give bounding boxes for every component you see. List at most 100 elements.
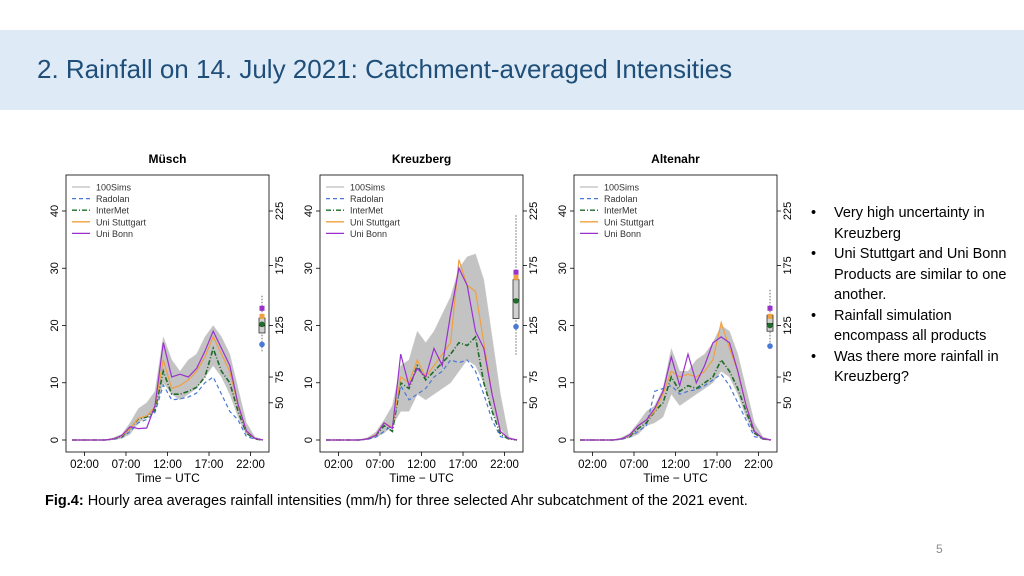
legend-label: Radolan bbox=[96, 194, 130, 204]
series-line-uni-bonn bbox=[326, 266, 518, 441]
legend-label: 100Sims bbox=[96, 183, 132, 193]
x-tick-label: 12:00 bbox=[661, 459, 690, 471]
x-tick-label: 07:00 bbox=[620, 459, 649, 471]
y2-tick-label: 125 bbox=[274, 316, 286, 334]
chart-title: Kreuzberg bbox=[392, 152, 451, 166]
bullet-item: • Uni Stuttgart and Uni Bonn Products are… bbox=[808, 244, 1008, 306]
marker-uni-stuttgart bbox=[513, 274, 519, 280]
y-tick-label: 30 bbox=[557, 262, 569, 274]
x-axis-label: Time − UTC bbox=[643, 471, 708, 485]
sims-band bbox=[72, 325, 264, 441]
y2-tick-label: 125 bbox=[782, 316, 794, 334]
bullet-text: Uni Stuttgart and Uni Bonn Products are … bbox=[834, 246, 1007, 303]
y-tick-label: 40 bbox=[49, 205, 61, 217]
chart-title: Altenahr bbox=[651, 152, 700, 166]
marker-uni-stuttgart bbox=[767, 313, 773, 319]
chart-altenahr: Altenahr 0 10 20 30 40 50 75 125 175 225 02:00 07:00… bbox=[557, 152, 794, 485]
legend-label: InterMet bbox=[350, 206, 384, 216]
y2-tick-label: 175 bbox=[782, 256, 794, 274]
y2-tick-label: 75 bbox=[782, 371, 794, 383]
marker-intermet bbox=[767, 322, 773, 329]
chart-musch: Müsch 0 10 20 30 40 50 75 125 175 225 02:00 07:00 12:… bbox=[49, 152, 286, 485]
legend-label: Uni Stuttgart bbox=[604, 217, 655, 227]
y2-tick-label: 225 bbox=[274, 202, 286, 220]
sims-band bbox=[326, 253, 518, 441]
x-tick-label: 02:00 bbox=[578, 459, 607, 471]
x-tick-label: 22:00 bbox=[490, 459, 519, 471]
marker-intermet bbox=[259, 321, 265, 328]
y-tick-label: 10 bbox=[49, 377, 61, 389]
y-tick-label: 40 bbox=[303, 205, 315, 217]
legend-label: Radolan bbox=[350, 194, 384, 204]
chart-title: Müsch bbox=[148, 152, 186, 166]
bullet-dot-icon: • bbox=[811, 246, 817, 262]
marker-uni-stuttgart bbox=[259, 313, 265, 319]
x-axis-label: Time − UTC bbox=[135, 471, 200, 485]
legend-label: 100Sims bbox=[604, 183, 640, 193]
legend-label: InterMet bbox=[96, 206, 130, 216]
bullet-dot-icon: • bbox=[811, 348, 817, 365]
marker-uni-bonn bbox=[767, 305, 773, 311]
series-line-uni-bonn bbox=[580, 336, 772, 441]
figure-panels: Müsch 0 10 20 30 40 50 75 125 175 225 02:00 07:00 12:… bbox=[36, 140, 806, 490]
y2-tick-label: 225 bbox=[782, 202, 794, 220]
bullet-text: Was there more rainfall in Kreuzberg? bbox=[834, 348, 999, 386]
marker-radolan bbox=[767, 343, 773, 349]
series-line-uni-bonn bbox=[72, 329, 264, 441]
y2-tick-label: 175 bbox=[528, 256, 540, 274]
y2-tick-label: 175 bbox=[274, 256, 286, 274]
legend-label: Uni Bonn bbox=[604, 229, 641, 239]
y-tick-label: 10 bbox=[557, 377, 569, 389]
legend-label: Uni Stuttgart bbox=[350, 217, 401, 227]
bullet-dot-icon: • bbox=[811, 205, 817, 221]
x-tick-label: 07:00 bbox=[112, 459, 141, 471]
slide-title: 2. Rainfall on 14. July 2021: Catchment-… bbox=[37, 54, 733, 84]
y-tick-label: 40 bbox=[557, 205, 569, 217]
legend-label: InterMet bbox=[604, 206, 638, 216]
y-tick-label: 20 bbox=[303, 319, 315, 331]
chart-kreuzberg: Kreuzberg 0 10 20 30 40 50 75 125 175 225 02:00 07:0… bbox=[303, 152, 540, 485]
legend-label: Uni Bonn bbox=[96, 229, 133, 239]
x-tick-label: 07:00 bbox=[366, 459, 395, 471]
title-bar bbox=[0, 30, 1024, 110]
y2-tick-label: 50 bbox=[528, 397, 540, 409]
y2-tick-label: 50 bbox=[782, 397, 794, 409]
y-tick-label: 10 bbox=[303, 377, 315, 389]
x-tick-label: 17:00 bbox=[449, 459, 478, 471]
bullet-item: • Very high uncertainty in Kreuzberg bbox=[808, 203, 1008, 244]
x-tick-label: 12:00 bbox=[407, 459, 436, 471]
legend-label: Radolan bbox=[604, 194, 638, 204]
x-tick-label: 02:00 bbox=[324, 459, 353, 471]
marker-uni-bonn bbox=[513, 269, 519, 275]
y-tick-label: 0 bbox=[557, 437, 569, 443]
x-tick-label: 17:00 bbox=[195, 459, 224, 471]
bullet-text: Rainfall simulation encompass all produc… bbox=[834, 307, 987, 345]
bullet-dot-icon: • bbox=[811, 307, 817, 324]
caption-label: Fig.4: bbox=[45, 493, 84, 509]
x-tick-label: 12:00 bbox=[153, 459, 182, 471]
legend-label: 100Sims bbox=[350, 183, 386, 193]
marker-radolan bbox=[259, 341, 265, 348]
bullet-item: • Was there more rainfall in Kreuzberg? bbox=[808, 347, 1008, 388]
x-tick-label: 02:00 bbox=[70, 459, 99, 471]
bullet-item: • Rainfall simulation encompass all produ… bbox=[808, 306, 1008, 347]
y-tick-label: 20 bbox=[49, 319, 61, 331]
figure-caption: Fig.4: Hourly area averages rainfall int… bbox=[45, 493, 748, 509]
marker-uni-bonn bbox=[259, 305, 265, 311]
y2-tick-label: 75 bbox=[528, 371, 540, 383]
legend-label: Uni Stuttgart bbox=[96, 217, 147, 227]
caption-text: Hourly area averages rainfall intensitie… bbox=[83, 493, 748, 509]
y2-tick-label: 225 bbox=[528, 202, 540, 220]
x-tick-label: 17:00 bbox=[703, 459, 732, 471]
bullet-text: Very high uncertainty in Kreuzberg bbox=[834, 205, 985, 242]
x-tick-label: 22:00 bbox=[744, 459, 773, 471]
marker-intermet bbox=[513, 298, 519, 304]
y-tick-label: 0 bbox=[303, 437, 315, 443]
legend-label: Uni Bonn bbox=[350, 229, 387, 239]
y2-tick-label: 50 bbox=[274, 397, 286, 409]
bullet-list: • Very high uncertainty in Kreuzberg • Uni… bbox=[808, 203, 1008, 388]
y-tick-label: 0 bbox=[49, 437, 61, 443]
y-tick-label: 20 bbox=[557, 319, 569, 331]
x-tick-label: 22:00 bbox=[236, 459, 265, 471]
y2-tick-label: 75 bbox=[274, 371, 286, 383]
